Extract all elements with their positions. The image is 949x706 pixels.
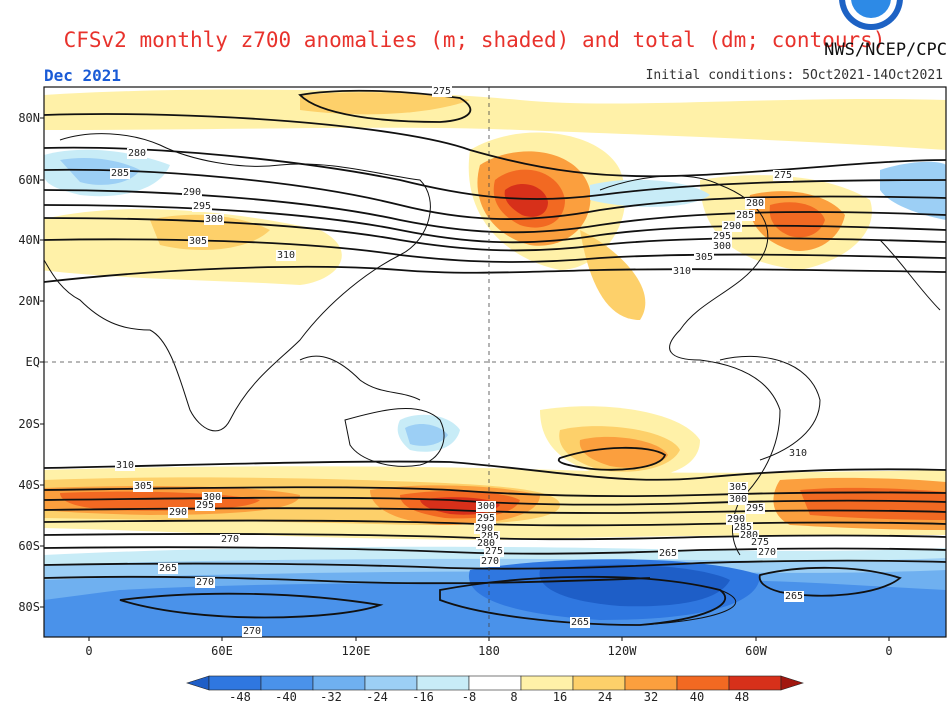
- colorbar-swatch: [186, 675, 210, 691]
- lat-label: 60N: [18, 173, 40, 187]
- colorbar-label: 48: [734, 690, 750, 704]
- contour-label: 265: [784, 591, 805, 602]
- contour-label: 285: [733, 522, 754, 533]
- colorbar-label: 40: [689, 690, 705, 704]
- contour-label: 265: [570, 617, 591, 628]
- contour-label: 310: [788, 448, 809, 459]
- contour-label: 275: [432, 86, 453, 97]
- contour-label: 290: [722, 221, 743, 232]
- contour-label: 280: [127, 148, 148, 159]
- initial-conditions: Initial conditions: 5Oct2021-14Oct2021: [645, 68, 943, 83]
- colorbar-swatch: [624, 675, 678, 691]
- lat-label: EQ: [25, 355, 40, 369]
- contour-label: 300: [476, 501, 497, 512]
- colorbar-swatch: [780, 675, 804, 691]
- contour-label: 295: [712, 231, 733, 242]
- colorbar-label: -32: [320, 690, 342, 704]
- contour-label: 305: [728, 482, 749, 493]
- contour-label: 310: [672, 266, 693, 277]
- contour-label: 300: [202, 492, 223, 503]
- contour-label: 285: [735, 210, 756, 221]
- contour-label: 270: [480, 556, 501, 567]
- lon-label: 60W: [745, 644, 767, 658]
- contour-label: 265: [158, 563, 179, 574]
- lat-label: 40N: [18, 233, 40, 247]
- contour-label: 295: [195, 500, 216, 511]
- contour-label: 280: [476, 538, 497, 549]
- contour-label: 310: [115, 460, 136, 471]
- contour-label: 305: [694, 252, 715, 263]
- lat-label: 20N: [18, 294, 40, 308]
- colorbar-label: -16: [412, 690, 434, 704]
- contour-label: 295: [476, 513, 497, 524]
- colorbar-label: -40: [275, 690, 297, 704]
- colorbar-swatch: [468, 675, 522, 691]
- contour-label: 280: [745, 198, 766, 209]
- colorbar-label: 8: [510, 690, 518, 704]
- lon-label: 120E: [341, 644, 371, 658]
- lon-label: 180: [478, 644, 500, 658]
- colorbar-swatch: [676, 675, 730, 691]
- contour-label: 290: [182, 187, 203, 198]
- axis-ticks: [40, 117, 890, 641]
- contour-label: 305: [133, 481, 154, 492]
- lat-label: 80N: [18, 111, 40, 125]
- contour-label: 305: [188, 236, 209, 247]
- contour-label: 290: [726, 514, 747, 525]
- noaa-logo: [838, 0, 904, 34]
- credit-label: NWS/NCEP/CPC: [824, 40, 947, 60]
- colorbar-swatch: [520, 675, 574, 691]
- height-contours: [44, 89, 946, 626]
- lon-label: 0: [885, 644, 893, 658]
- lon-label: 60E: [211, 644, 233, 658]
- lat-label: 20S: [18, 417, 40, 431]
- contour-label: 300: [728, 494, 749, 505]
- colorbar-boxes: [186, 675, 804, 691]
- contour-label: 300: [204, 214, 225, 225]
- chart-title: CFSv2 monthly z700 anomalies (m; shaded)…: [63, 28, 886, 52]
- contour-label: 270: [195, 577, 216, 588]
- colorbar-label: -8: [461, 690, 477, 704]
- colorbar-label: 24: [597, 690, 613, 704]
- colorbar-swatch: [364, 675, 418, 691]
- colorbar-swatch: [208, 675, 262, 691]
- contour-label: 265: [658, 548, 679, 559]
- contour-label: 270: [220, 534, 241, 545]
- lon-label: 120W: [607, 644, 637, 658]
- contour-label: 275: [484, 546, 505, 557]
- contour-label: 310: [276, 250, 297, 261]
- contour-label: 280: [739, 530, 760, 541]
- contour-label: 285: [480, 531, 501, 542]
- colorbar-swatch: [260, 675, 314, 691]
- contour-label: 285: [110, 168, 131, 179]
- colorbar-swatch: [728, 675, 782, 691]
- contour-label: 275: [773, 170, 794, 181]
- contour-label: 295: [192, 201, 213, 212]
- colorbar-swatch: [572, 675, 626, 691]
- contour-label: 290: [474, 523, 495, 534]
- contour-label: 295: [745, 503, 766, 514]
- colorbar-label: -24: [366, 690, 388, 704]
- contour-label: 300: [712, 241, 733, 252]
- lon-label: 0: [85, 644, 93, 658]
- colorbar-swatch: [312, 675, 366, 691]
- lat-label: 40S: [18, 478, 40, 492]
- lat-label: 60S: [18, 539, 40, 553]
- contour-label: 290: [168, 507, 189, 518]
- contour-label: 270: [242, 626, 263, 637]
- forecast-month: Dec 2021: [44, 66, 122, 85]
- colorbar-label: -48: [229, 690, 251, 704]
- colorbar-label: 16: [552, 690, 568, 704]
- contour-label: 275: [750, 537, 771, 548]
- lat-label: 80S: [18, 600, 40, 614]
- colorbar-label: 32: [643, 690, 659, 704]
- contour-label: 270: [757, 547, 778, 558]
- colorbar-swatch: [416, 675, 470, 691]
